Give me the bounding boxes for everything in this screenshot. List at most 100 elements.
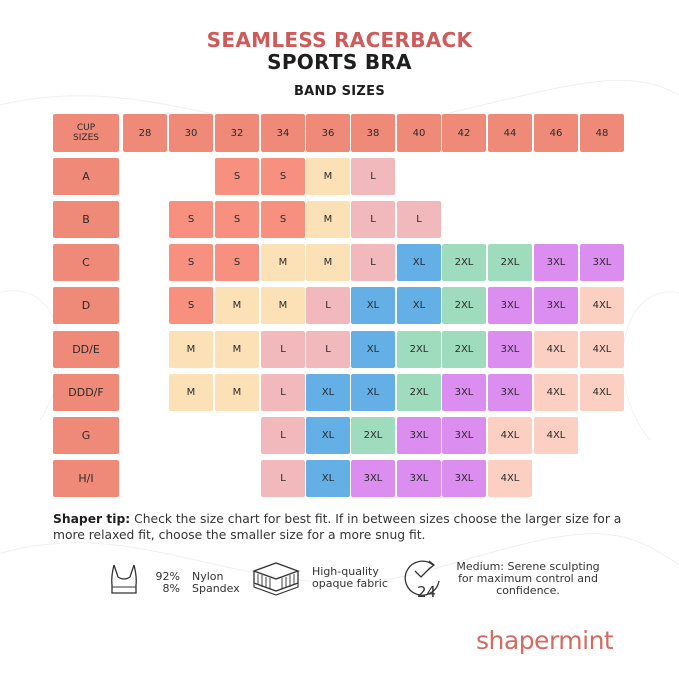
size-cell: 2XL [397,374,441,411]
fabric-line1: High-quality [312,565,379,578]
size-cell: S [169,244,213,281]
size-cell: L [261,374,305,411]
size-cell: XL [397,244,441,281]
spandex-label: Spandex [192,582,240,595]
size-cell: 3XL [351,460,395,497]
composition-materials: Nylon Spandex [192,571,240,595]
band-header-32: 32 [215,114,259,152]
product-title-line1: SEAMLESS RACERBACK [206,28,473,52]
control-line3: confidence. [496,584,560,597]
size-cell: L [261,417,305,454]
size-cell: M [306,244,350,281]
size-cell: 3XL [442,417,486,454]
size-cell: L [261,331,305,368]
size-cell: 4XL [534,417,578,454]
size-cell: L [306,331,350,368]
shaper-tip-label: Shaper tip: [53,512,131,526]
cup-header-ddd-f: DDD/F [53,374,119,411]
band-header-44: 44 [488,114,532,152]
nylon-label: Nylon [192,570,224,583]
size-cell: M [215,331,259,368]
size-cell: XL [351,287,395,324]
size-cell: XL [306,374,350,411]
size-cell: 3XL [580,244,624,281]
size-cell: L [397,201,441,238]
shaper-tip: Shaper tip: Check the size chart for bes… [53,511,653,543]
size-cell: 2XL [488,244,532,281]
size-cell: 3XL [397,460,441,497]
band-header-46: 46 [534,114,578,152]
size-cell: 3XL [488,374,532,411]
size-cell: XL [351,374,395,411]
cup-header-g: G [53,417,119,454]
cup-header-b: B [53,201,119,238]
size-cell: 3XL [488,287,532,324]
shapermint-logo: shapermint [476,626,614,655]
size-cell: M [261,287,305,324]
fabric-layers-icon [252,562,300,596]
cup-sizes-label-line2: SIZES [73,133,99,143]
clock-24-icon: 24 [404,560,440,601]
size-cell: 2XL [442,331,486,368]
cup-sizes-header: CUP SIZES [53,114,119,152]
control-line2: for maximum control and [458,572,598,585]
shaper-tip-text: Check the size chart for best fit. If in… [53,512,622,542]
band-header-28: 28 [123,114,167,152]
size-cell: 3XL [442,460,486,497]
size-cell: 3XL [488,331,532,368]
size-cell: 3XL [534,287,578,324]
size-cell: M [215,374,259,411]
size-cell: M [261,244,305,281]
size-cell: L [351,244,395,281]
size-cell: 2XL [397,331,441,368]
size-cell: 4XL [488,460,532,497]
size-cell: XL [306,460,350,497]
size-cell: 2XL [442,287,486,324]
size-cell: 2XL [351,417,395,454]
cup-header-h-i: H/I [53,460,119,497]
size-cell: S [261,201,305,238]
size-cell: S [169,201,213,238]
size-cell: L [261,460,305,497]
band-header-34: 34 [261,114,305,152]
control-line1: Medium: Serene sculpting [456,560,600,573]
size-cell: 4XL [580,287,624,324]
size-cell: S [215,201,259,238]
cup-header-dd-e: DD/E [53,331,119,368]
svg-text:24: 24 [417,583,436,601]
spandex-percent: 8% [162,582,180,595]
size-cell: S [215,158,259,195]
size-cell: L [306,287,350,324]
fabric-description: High-quality opaque fabric [312,566,388,590]
band-header-42: 42 [442,114,486,152]
size-cell: 4XL [580,374,624,411]
size-cell: XL [306,417,350,454]
size-cell: 2XL [442,244,486,281]
size-cell: 4XL [580,331,624,368]
size-cell: 4XL [488,417,532,454]
fabric-line2: opaque fabric [312,577,388,590]
product-title-line2: SPORTS BRA [267,50,412,74]
band-header-48: 48 [580,114,624,152]
size-cell: XL [351,331,395,368]
size-cell: M [169,331,213,368]
size-cell: S [261,158,305,195]
cup-header-d: D [53,287,119,324]
size-cell: M [306,201,350,238]
size-cell: 4XL [534,331,578,368]
composition-percentages: 92% 8% [154,571,180,595]
size-cell: 3XL [397,417,441,454]
band-sizes-heading: BAND SIZES [293,84,386,99]
size-cell: 4XL [534,374,578,411]
size-cell: L [351,158,395,195]
cup-header-c: C [53,244,119,281]
nylon-percent: 92% [155,570,180,583]
size-cell: XL [397,287,441,324]
band-header-40: 40 [397,114,441,152]
size-cell: 3XL [442,374,486,411]
size-cell: M [306,158,350,195]
size-cell: M [169,374,213,411]
cup-sizes-label-line1: CUP [76,123,96,133]
size-cell: S [215,244,259,281]
sports-bra-icon [111,564,137,594]
